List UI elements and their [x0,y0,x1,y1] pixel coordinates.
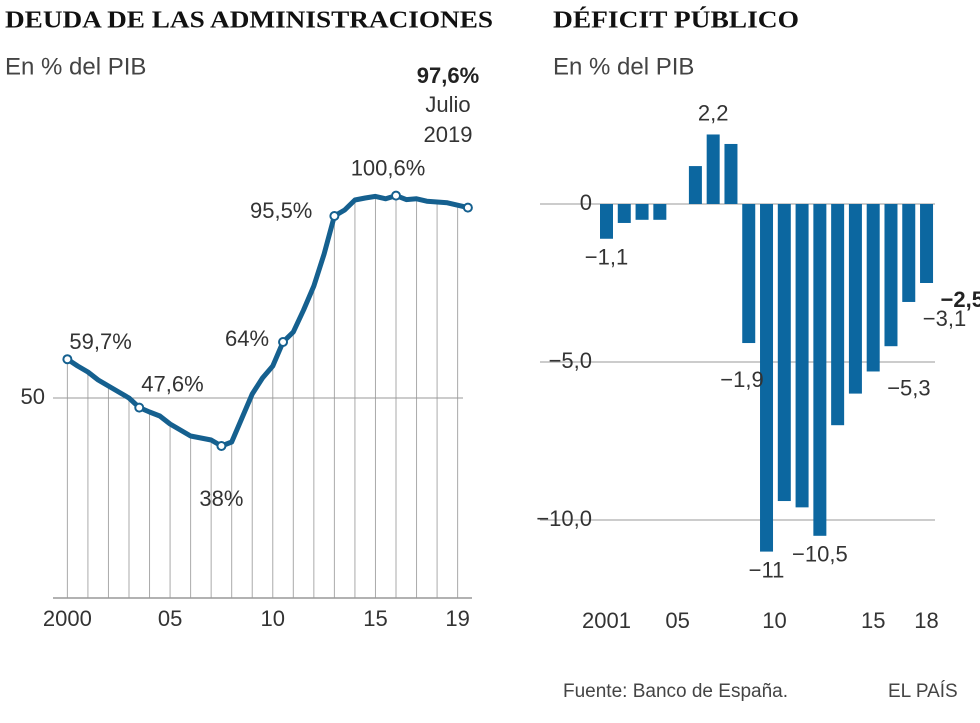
x-tick-label: 18 [914,608,938,633]
bar [813,204,827,536]
x-tick-label: 2001 [582,608,631,633]
annotation: 2019 [424,122,473,147]
marker [278,337,289,347]
value-label: −5,3 [887,375,930,400]
bar [831,204,845,426]
value-label: 95,5% [250,198,312,223]
bar [795,204,809,508]
value-label: 100,6% [351,155,426,180]
bar [742,204,756,344]
value-label: 59,7% [69,329,131,354]
chart-subtitle: En % del PIB [553,53,694,80]
x-tick-label: 05 [158,606,182,631]
marker [216,441,227,451]
x-tick-label: 10 [261,606,285,631]
annotation: Julio [425,92,470,117]
chart-title: DÉFICIT PÚBLICO [553,8,799,34]
debt-line [65,193,469,449]
value-label: 38% [199,486,243,511]
value-label: 97,6% [417,63,479,88]
bar [724,143,738,204]
bar [848,204,862,394]
bar [760,204,774,552]
bar [884,204,898,347]
marker [329,211,340,221]
value-label: 64% [225,326,269,351]
bar [902,204,916,302]
y-tick-label: −5,0 [549,348,592,373]
bar [706,134,720,204]
value-label: 2,2 [698,100,729,125]
x-tick-label: 05 [665,608,689,633]
bar [866,204,880,372]
y-tick-label: 50 [21,384,45,409]
bar [688,166,702,204]
bar [777,204,791,502]
value-label: 47,6% [141,371,203,396]
x-tick-label: 2000 [43,606,92,631]
bar [920,204,934,283]
x-tick-label: 15 [861,608,885,633]
x-tick-label: 10 [762,608,786,633]
x-tick-label: 15 [363,606,387,631]
bar [653,204,667,220]
value-label: −10,5 [792,542,848,567]
brand: EL PAÍS [888,681,958,702]
marker [391,190,402,201]
value-label: −2,5 [941,287,980,312]
source: Fuente: Banco de España. [563,681,788,702]
marker [134,402,145,413]
marker [462,202,473,213]
chart-title: DEUDA DE LAS ADMINISTRACIONES [5,8,493,34]
annotation: −1,9 [720,367,763,392]
x-tick-label: 19 [445,606,469,631]
value-label: −3,1 [923,306,966,331]
value-label: −11 [749,557,785,582]
chart-subtitle: En % del PIB [5,53,146,80]
bar [617,204,631,223]
bar [600,204,613,239]
y-tick-label: −10,0 [536,506,592,531]
bar [635,204,649,220]
value-label: −1,1 [585,245,628,270]
y-tick-label: 0 [580,190,592,215]
marker [62,354,73,365]
